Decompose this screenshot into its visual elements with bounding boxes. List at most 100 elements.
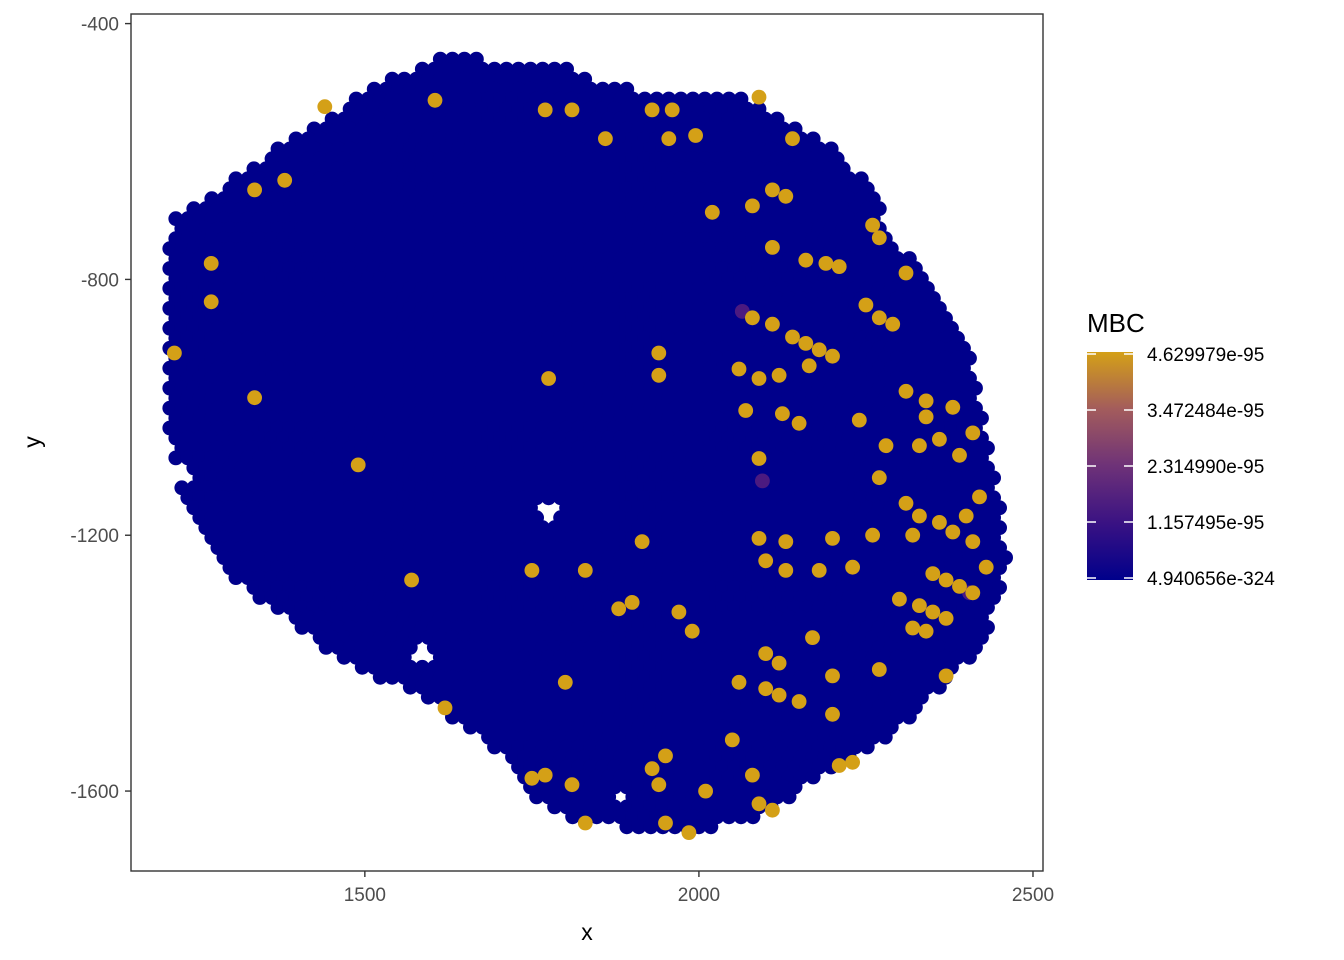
spot-point-high	[845, 754, 860, 770]
spot-point-high	[785, 131, 800, 147]
spot-point-high	[952, 447, 967, 463]
spot-point-high	[885, 316, 901, 332]
spot-point-high	[765, 802, 780, 818]
spot-point-high	[644, 761, 660, 777]
spot-point-high	[811, 342, 827, 358]
spot-point-high	[871, 230, 887, 246]
spot-point-high	[801, 358, 817, 374]
spot-point-high	[247, 390, 262, 406]
spot-point-high	[871, 470, 887, 486]
spot-point-high	[952, 579, 967, 594]
spot-point-high	[745, 767, 760, 783]
spot-point-high	[738, 403, 754, 418]
spot-point-high	[778, 534, 794, 549]
spot-point-high	[557, 674, 573, 690]
x-axis-title: x	[581, 919, 593, 945]
spot-point-high	[624, 595, 640, 610]
spot-point-high	[564, 777, 580, 793]
spot-point-high	[898, 383, 914, 399]
spot-point-high	[818, 256, 834, 271]
spot-point-high	[798, 252, 814, 268]
spot-point-high	[745, 310, 760, 326]
spot-point-high	[938, 572, 954, 588]
y-tick-label: -400	[81, 15, 119, 36]
spot-point-high	[745, 198, 760, 214]
spot-point-high	[825, 668, 840, 684]
spot-point-high	[918, 393, 934, 409]
spot-point-high	[858, 297, 874, 313]
spot-point-high	[798, 336, 814, 351]
spot-point-high	[912, 598, 927, 613]
spot-point-high	[524, 563, 540, 578]
y-axis-title: y	[19, 436, 45, 448]
spot-point-high	[704, 204, 720, 220]
spot-point-high	[771, 367, 787, 383]
spot-point	[703, 819, 719, 835]
spot-point	[745, 809, 761, 825]
spot-point-high	[203, 256, 219, 271]
spot-point-high	[958, 508, 974, 524]
spot-point-high	[564, 102, 580, 118]
legend-title: MBC	[1087, 308, 1145, 338]
spot-point-high	[651, 345, 667, 361]
legend-break-label: 4.629979e-95	[1147, 345, 1264, 366]
spot-point-high	[681, 825, 697, 840]
spot-point-mid	[755, 473, 770, 489]
spot-point-high	[203, 294, 219, 310]
spot-point-high	[805, 630, 820, 645]
spot-point-high	[537, 767, 553, 783]
spot-point-high	[437, 700, 453, 716]
spot-point-high	[972, 489, 987, 505]
x-tick-label: 1500	[344, 885, 386, 906]
spot-point-high	[912, 438, 927, 454]
spot-point-high	[965, 585, 981, 601]
y-axis: -400 -800 -1200 -1600	[70, 15, 131, 803]
spot-point-high	[925, 604, 941, 620]
spot-point-high	[871, 310, 887, 326]
spot-point	[168, 450, 184, 466]
spot-point-high	[978, 559, 994, 575]
y-tick-label: -1600	[70, 782, 119, 803]
spot-point-high	[865, 527, 880, 543]
spot-point-high	[845, 559, 860, 575]
spot-point-high	[791, 415, 807, 431]
spot-point-high	[751, 451, 767, 466]
spot-point-high	[825, 531, 840, 546]
spot-point-high	[878, 438, 894, 454]
legend-break-label: 3.472484e-95	[1147, 401, 1264, 422]
spot-point-high	[731, 361, 747, 377]
spot-point-high	[825, 348, 840, 364]
spot-point	[859, 739, 875, 755]
spot-point	[877, 729, 893, 745]
spot-point	[781, 789, 797, 805]
spot-point-high	[851, 412, 867, 428]
spot-point-high	[765, 182, 780, 198]
spot-point-high	[247, 182, 262, 198]
spot-point-high	[945, 399, 961, 415]
spot-point-high	[765, 316, 780, 332]
spot-point-high	[831, 259, 847, 274]
spot-point-high	[751, 796, 767, 812]
spot-point	[805, 769, 821, 785]
spot-point-high	[865, 217, 880, 233]
spot-point-high	[898, 265, 914, 281]
spot-point-high	[918, 623, 934, 639]
spot-point-high	[404, 572, 419, 588]
spot-point-high	[598, 131, 613, 147]
spot-point-high	[775, 406, 790, 422]
spot-point-high	[912, 508, 927, 524]
spot-point-high	[537, 102, 553, 118]
spot-point-high	[905, 620, 921, 636]
spot-point-high	[350, 457, 366, 473]
spot-point-high	[724, 732, 740, 748]
spot-point-high	[892, 591, 907, 607]
spot-point-high	[651, 367, 667, 383]
spot-point-high	[317, 99, 333, 115]
spot-point-high	[277, 172, 293, 188]
spot-point-high	[634, 534, 650, 549]
spot-point-high	[751, 371, 767, 386]
spot-point	[541, 490, 556, 506]
spot-point-high	[751, 89, 767, 105]
spot-point-high	[925, 566, 941, 581]
